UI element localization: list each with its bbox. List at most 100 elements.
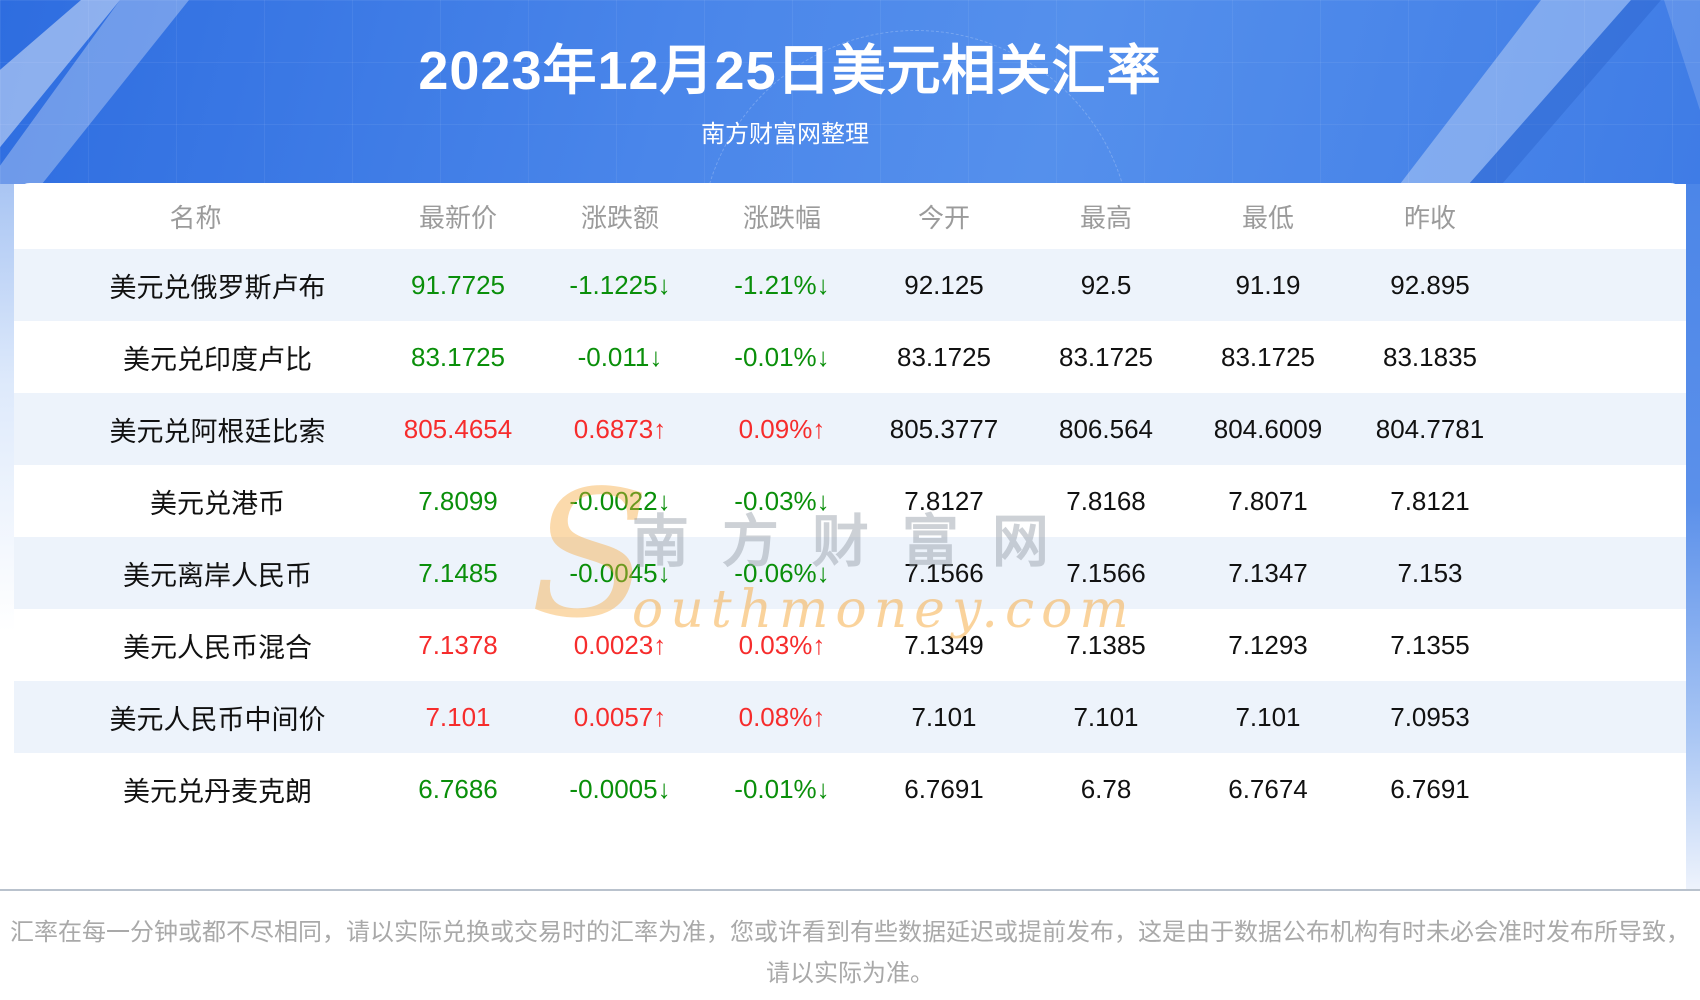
cell-spacer	[1511, 681, 1686, 753]
cell-open: 7.101	[863, 681, 1025, 753]
column-header: 涨跌额	[580, 202, 659, 233]
cell-latest: 805.4654	[377, 393, 539, 465]
disclaimer: 汇率在每一分钟或都不尽相同，请以实际兑换或交易时的汇率为准，您或许看到有些数据延…	[0, 912, 1700, 994]
cell-change: -0.0045↓	[539, 537, 701, 609]
cell-spacer	[1511, 321, 1686, 393]
table-row: 美元人民币中间价 7.101 0.0057↑ 0.08%↑ 7.101 7.101 7.10…	[14, 681, 1686, 753]
right-edge-strip	[1686, 184, 1700, 890]
cell-high: 92.5	[1025, 249, 1187, 321]
cell-prev-close: 83.1835	[1383, 341, 1477, 372]
table-row: 美元兑港币 7.8099 -0.0022↓ -0.03%↓ 7.8127 7.8168 7.…	[14, 465, 1686, 537]
cell-high: 7.8168	[1066, 485, 1146, 516]
cell-spacer	[1511, 537, 1686, 609]
column-header: 涨跌幅	[742, 202, 821, 233]
cell-name: 美元兑丹麦克朗	[123, 776, 312, 807]
disclaimer-line-2: 请以实际为准。	[766, 960, 934, 987]
cell-change-pct: -0.06%↓	[701, 537, 863, 609]
cell-high: 83.1725	[1059, 341, 1153, 372]
table-row: 美元兑俄罗斯卢布 91.7725 -1.1225↓ -1.21%↓ 92.125 92.5…	[14, 249, 1686, 321]
cell-prev-close: 7.0953	[1349, 681, 1511, 753]
table-row: 美元兑丹麦克朗 6.7686 -0.0005↓ -0.01%↓ 6.7691 6.78 6.…	[14, 753, 1686, 825]
cell-low: 91.19	[1187, 249, 1349, 321]
disclaimer-line-1: 汇率在每一分钟或都不尽相同，请以实际兑换或交易时的汇率为准，您或许看到有些数据延…	[10, 919, 1690, 946]
table-row: 美元兑印度卢比 83.1725 -0.011↓ -0.01%↓ 83.1725 83.17…	[14, 321, 1686, 393]
cell-change-pct: -1.21%↓	[701, 249, 863, 321]
cell-change: -0.0022↓	[569, 485, 671, 516]
cell-change-pct: -0.03%↓	[734, 485, 830, 516]
cell-open: 7.1566	[863, 537, 1025, 609]
cell-spacer	[1511, 465, 1686, 537]
cell-change: -1.1225↓	[539, 249, 701, 321]
cell-latest: 7.101	[377, 681, 539, 753]
cell-spacer	[1511, 393, 1686, 465]
cell-change-pct: -0.01%↓	[734, 341, 830, 372]
footer-divider	[0, 889, 1700, 891]
cell-latest: 91.7725	[377, 249, 539, 321]
cell-name: 美元兑印度卢比	[123, 344, 312, 375]
cell-change: 0.0057↑	[539, 681, 701, 753]
table-row: 美元兑阿根廷比索 805.4654 0.6873↑ 0.09%↑ 805.3777 806…	[14, 393, 1686, 465]
table-row: 美元离岸人民币 7.1485 -0.0045↓ -0.06%↓ 7.1566 7.1566…	[14, 537, 1686, 609]
cell-low: 7.101	[1187, 681, 1349, 753]
column-spacer	[1511, 183, 1686, 249]
rates-table-card: 名称 最新价 涨跌额 涨跌幅 今开 最高 最低 昨收 美元兑俄罗斯卢布 91.7725 -1.12…	[14, 183, 1686, 825]
cell-high: 806.564	[1025, 393, 1187, 465]
column-header: 最高	[1079, 202, 1132, 233]
cell-change-pct: 0.08%↑	[701, 681, 863, 753]
cell-prev-close: 6.7691	[1390, 773, 1470, 804]
cell-open: 92.125	[863, 249, 1025, 321]
cell-low: 7.1293	[1228, 629, 1308, 660]
cell-latest: 7.1485	[377, 537, 539, 609]
left-edge-strip	[0, 184, 14, 744]
cell-low: 7.8071	[1228, 485, 1308, 516]
column-header: 今开	[917, 202, 970, 233]
cell-spacer	[1511, 609, 1686, 681]
cell-change-pct: -0.01%↓	[734, 773, 830, 804]
cell-high: 6.78	[1080, 773, 1132, 804]
page-title: 2023年12月25日美元相关汇率	[418, 41, 1162, 101]
cell-latest: 83.1725	[411, 341, 505, 372]
cell-open: 7.8127	[904, 485, 984, 516]
page-subtitle: 南方财富网整理	[701, 121, 869, 148]
column-header: 名称	[169, 202, 222, 233]
cell-change: 0.6873↑	[539, 393, 701, 465]
cell-spacer	[1511, 249, 1686, 321]
cell-high: 7.1566	[1025, 537, 1187, 609]
cell-low: 7.1347	[1187, 537, 1349, 609]
cell-name: 美元人民币中间价	[14, 681, 377, 753]
cell-prev-close: 92.895	[1349, 249, 1511, 321]
cell-high: 7.1385	[1066, 629, 1146, 660]
table-header-row: 名称 最新价 涨跌额 涨跌幅 今开 最高 最低 昨收	[14, 183, 1686, 249]
column-header: 最低	[1241, 202, 1294, 233]
cell-name: 美元兑俄罗斯卢布	[14, 249, 377, 321]
cell-name: 美元兑港币	[150, 488, 285, 519]
cell-high: 7.101	[1025, 681, 1187, 753]
cell-latest: 7.8099	[418, 485, 498, 516]
cell-low: 804.6009	[1187, 393, 1349, 465]
cell-name: 美元人民币混合	[123, 632, 312, 663]
cell-change: 0.0023↑	[573, 629, 667, 660]
cell-spacer	[1511, 753, 1686, 825]
cell-change-pct: 0.03%↑	[738, 629, 826, 660]
cell-prev-close: 7.153	[1349, 537, 1511, 609]
cell-low: 6.7674	[1228, 773, 1308, 804]
cell-change: -0.0005↓	[569, 773, 671, 804]
cell-open: 7.1349	[904, 629, 984, 660]
cell-prev-close: 804.7781	[1349, 393, 1511, 465]
cell-prev-close: 7.8121	[1390, 485, 1470, 516]
column-header: 最新价	[418, 202, 497, 233]
cell-name: 美元离岸人民币	[14, 537, 377, 609]
column-header: 昨收	[1403, 202, 1456, 233]
cell-low: 83.1725	[1221, 341, 1315, 372]
cell-change: -0.011↓	[577, 341, 663, 372]
cell-open: 83.1725	[897, 341, 991, 372]
header-banner: 2023年12月25日美元相关汇率 南方财富网整理	[0, 0, 1700, 184]
cell-open: 6.7691	[904, 773, 984, 804]
table-row: 美元人民币混合 7.1378 0.0023↑ 0.03%↑ 7.1349 7.1385 7.…	[14, 609, 1686, 681]
exchange-rates-table: 名称 最新价 涨跌额 涨跌幅 今开 最高 最低 昨收 美元兑俄罗斯卢布 91.7725 -1.12…	[14, 183, 1686, 825]
cell-name: 美元兑阿根廷比索	[14, 393, 377, 465]
cell-prev-close: 7.1355	[1390, 629, 1470, 660]
cell-latest: 6.7686	[418, 773, 498, 804]
cell-change-pct: 0.09%↑	[701, 393, 863, 465]
